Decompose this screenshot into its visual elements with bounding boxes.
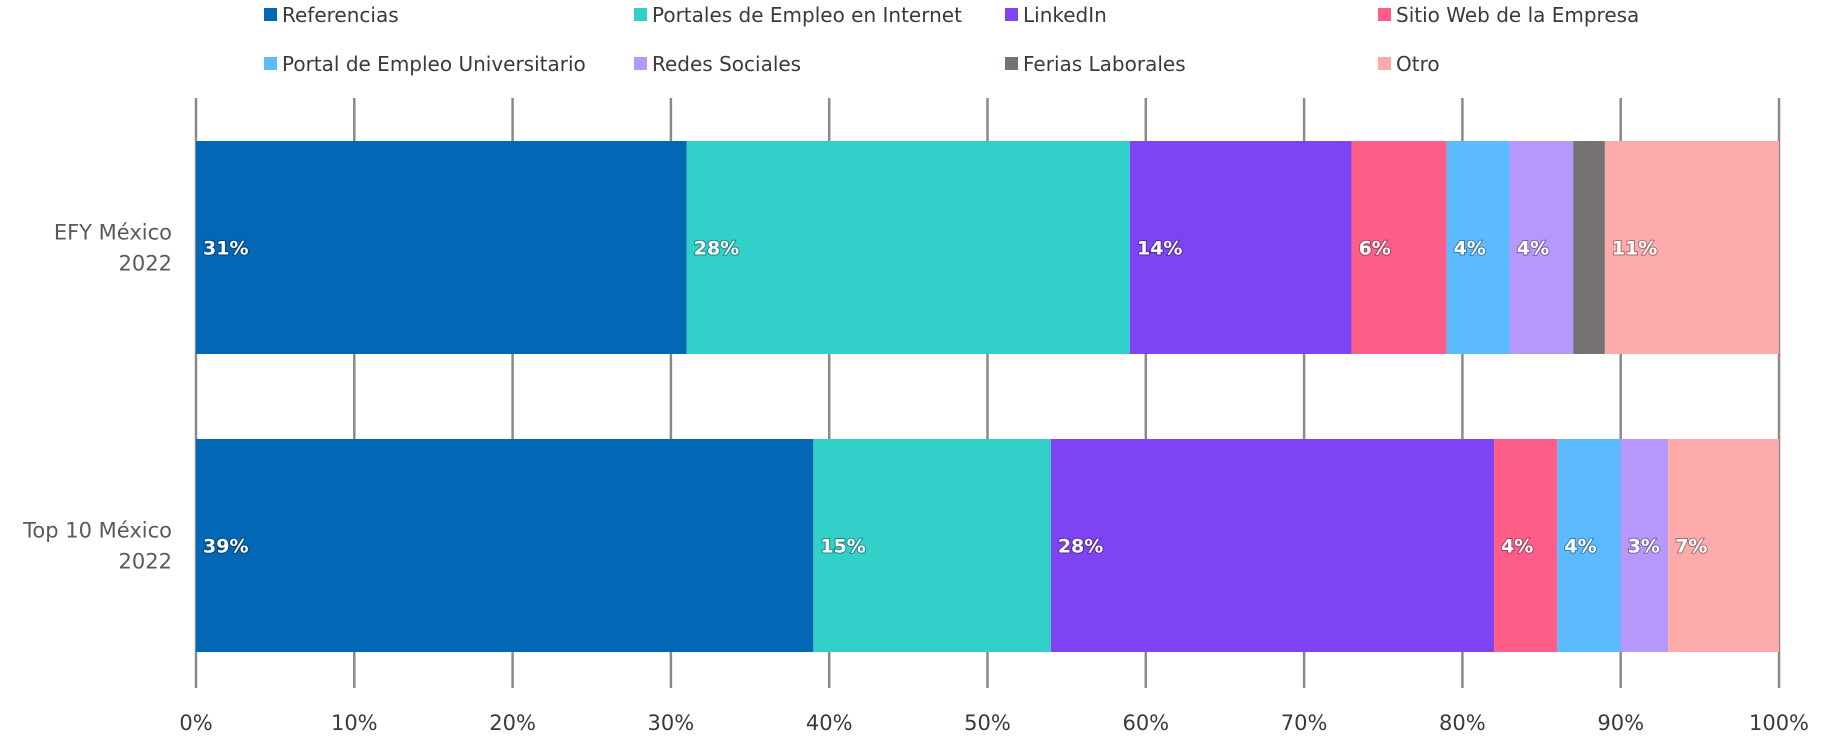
x-tick-label: 70%	[1281, 711, 1328, 735]
data-label: 6%	[1359, 238, 1391, 260]
legend-swatch	[634, 57, 647, 70]
legend-label: Sitio Web de la Empresa	[1396, 3, 1639, 27]
data-label: 39%	[203, 536, 248, 558]
legend-swatch	[264, 8, 277, 21]
legend-swatch	[1378, 8, 1391, 21]
data-labels: 31% 28% 14% 6% 4% 4% 11% 39% 15% 28% 4% 4% 3% 7%	[202, 237, 1708, 559]
bar-segment	[1509, 141, 1574, 354]
x-tick-label: 20%	[489, 711, 536, 735]
legend-swatch	[1005, 8, 1018, 21]
bar-segment	[1668, 439, 1779, 652]
bar-segment	[196, 141, 687, 354]
bar-segment	[1446, 141, 1510, 354]
bar-segment	[1494, 439, 1558, 652]
bar-segment	[1620, 439, 1669, 652]
legend: Referencias Portales de Empleo en Interne…	[264, 3, 1639, 76]
data-label: 28%	[1058, 536, 1103, 558]
legend-label: Referencias	[282, 3, 399, 27]
data-label: 11%	[1612, 238, 1657, 260]
x-tick-label: 80%	[1439, 711, 1486, 735]
x-tick-label: 0%	[179, 711, 212, 735]
legend-label: Portales de Empleo en Internet	[652, 3, 962, 27]
category-label: Top 10 México	[22, 519, 172, 543]
legend-swatch	[1005, 57, 1018, 70]
y-axis-categories: EFY México 2022 Top 10 México 2022	[22, 221, 172, 574]
data-label: 3%	[1628, 536, 1660, 558]
bar-segment	[1573, 141, 1605, 354]
x-tick-label: 30%	[648, 711, 695, 735]
category-label: 2022	[119, 550, 172, 574]
legend-swatch	[1378, 57, 1391, 70]
x-axis: 0% 10% 20% 30% 40% 50% 60% 70% 80% 90% 100%	[179, 711, 1809, 735]
category-label: EFY México	[54, 221, 172, 245]
legend-label: Redes Sociales	[652, 52, 801, 76]
legend-label: Otro	[1396, 52, 1440, 76]
data-label: 15%	[820, 536, 865, 558]
data-label: 7%	[1675, 536, 1707, 558]
bars	[196, 141, 1779, 652]
bar-segment	[813, 439, 1051, 652]
data-label: 28%	[694, 238, 739, 260]
legend-label: LinkedIn	[1023, 3, 1107, 27]
x-tick-label: 60%	[1122, 711, 1169, 735]
bar-segment	[1351, 141, 1447, 354]
legend-label: Portal de Empleo Universitario	[282, 52, 586, 76]
x-tick-label: 90%	[1597, 711, 1644, 735]
bar-segment	[686, 141, 1130, 354]
data-label: 31%	[203, 238, 248, 260]
legend-label: Ferias Laborales	[1023, 52, 1186, 76]
bar-segment	[1129, 141, 1352, 354]
x-tick-label: 10%	[331, 711, 378, 735]
x-tick-label: 40%	[806, 711, 853, 735]
bar-segment	[196, 439, 814, 652]
bar-segment	[1604, 141, 1779, 354]
x-tick-label: 50%	[964, 711, 1011, 735]
legend-swatch	[264, 57, 277, 70]
data-label: 4%	[1501, 536, 1533, 558]
bar-segment	[1557, 439, 1621, 652]
data-label: 4%	[1517, 238, 1549, 260]
legend-swatch	[634, 8, 647, 21]
data-label: 14%	[1137, 238, 1182, 260]
data-label: 4%	[1564, 536, 1596, 558]
x-tick-label: 100%	[1749, 711, 1809, 735]
category-label: 2022	[119, 252, 172, 276]
data-label: 4%	[1454, 238, 1486, 260]
bar-segment	[1050, 439, 1495, 652]
